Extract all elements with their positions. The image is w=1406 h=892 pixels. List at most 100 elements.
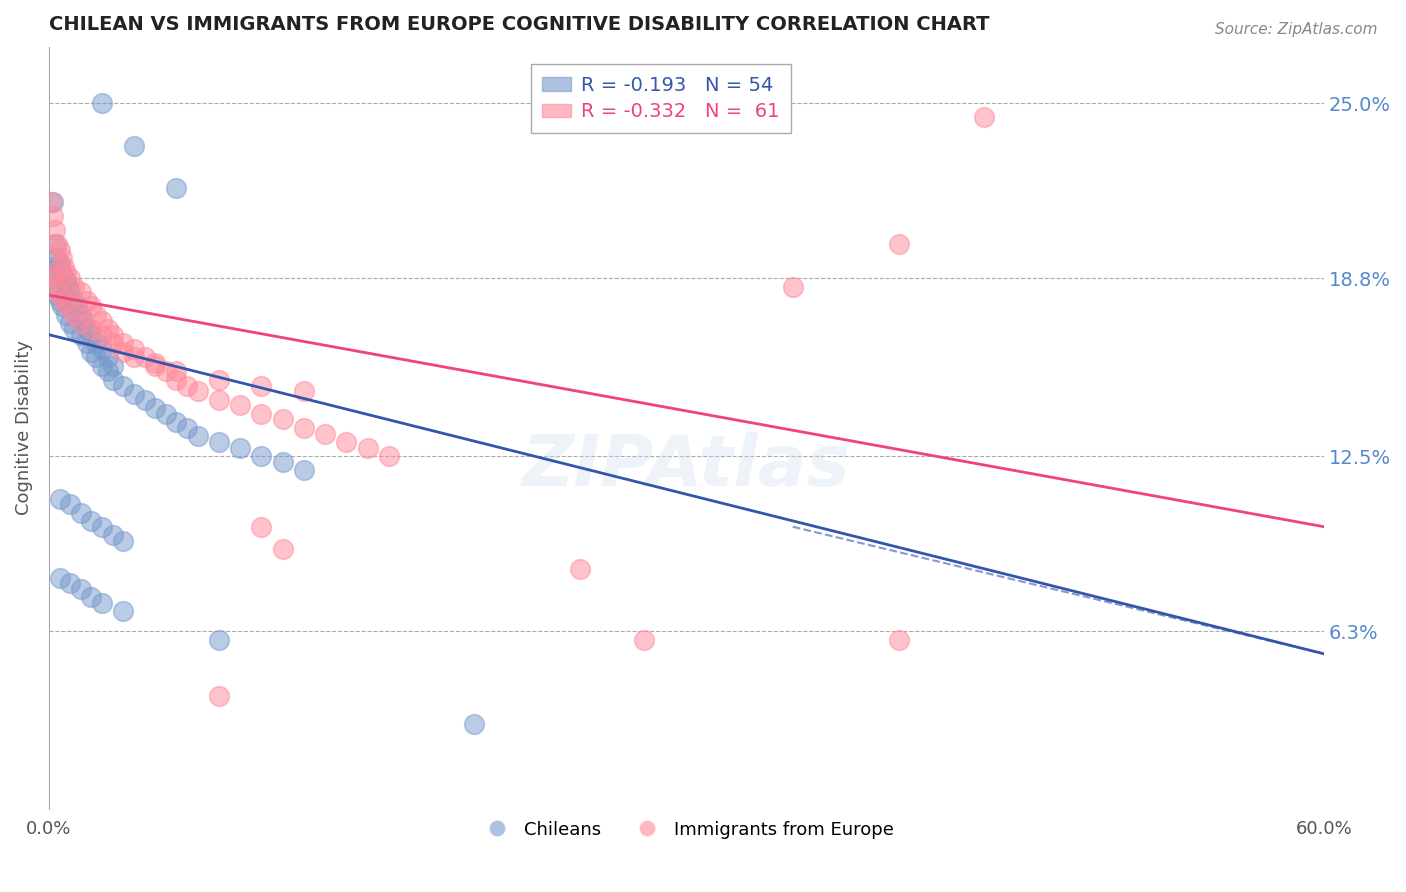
Point [51, 252, 73, 266]
Point [97, 364, 120, 378]
Y-axis label: Cognitive Disability: Cognitive Disability [15, 341, 32, 516]
Point [97, 351, 120, 365]
Point [63, 322, 86, 336]
Point [176, 421, 198, 435]
Point [187, 384, 209, 399]
Point [250, 378, 273, 392]
Point [44, 237, 66, 252]
Text: ZIPAtlas: ZIPAtlas [522, 432, 851, 500]
Point [46, 237, 69, 252]
Point [56, 300, 79, 314]
Point [80, 344, 103, 359]
Point [52, 271, 75, 285]
Point [91, 327, 114, 342]
Point [122, 351, 145, 365]
Point [91, 313, 114, 327]
Point [292, 463, 315, 477]
Point [70, 308, 93, 322]
Point [42, 194, 65, 209]
Point [91, 520, 114, 534]
Point [52, 260, 75, 274]
Point [250, 520, 273, 534]
Point [65, 300, 87, 314]
Point [76, 322, 98, 336]
Point [101, 359, 124, 373]
Point [55, 274, 77, 288]
Point [134, 392, 156, 407]
Point [208, 632, 231, 647]
Point [782, 279, 804, 293]
Point [250, 407, 273, 421]
Point [292, 421, 315, 435]
Point [155, 407, 177, 421]
Point [80, 514, 103, 528]
Point [229, 398, 252, 412]
Point [112, 604, 135, 618]
Point [63, 279, 86, 293]
Point [59, 317, 82, 331]
Point [84, 336, 107, 351]
Point [176, 378, 198, 392]
Point [44, 279, 66, 293]
Point [42, 209, 65, 223]
Point [166, 364, 188, 378]
Point [59, 271, 82, 285]
Point [70, 506, 93, 520]
Point [973, 110, 995, 124]
Point [675, 96, 697, 111]
Point [101, 528, 124, 542]
Point [357, 441, 380, 455]
Text: CHILEAN VS IMMIGRANTS FROM EUROPE COGNITIVE DISABILITY CORRELATION CHART: CHILEAN VS IMMIGRANTS FROM EUROPE COGNIT… [49, 15, 990, 34]
Point [59, 576, 82, 591]
Text: Source: ZipAtlas.com: Source: ZipAtlas.com [1215, 22, 1378, 37]
Point [48, 243, 70, 257]
Legend: Chileans, Immigrants from Europe: Chileans, Immigrants from Europe [472, 814, 901, 846]
Point [271, 412, 294, 426]
Point [463, 717, 485, 731]
Point [51, 266, 73, 280]
Point [271, 542, 294, 557]
Point [76, 336, 98, 351]
Point [59, 285, 82, 300]
Point [55, 308, 77, 322]
Point [101, 336, 124, 351]
Point [48, 257, 70, 271]
Point [48, 288, 70, 302]
Point [63, 308, 86, 322]
Point [112, 344, 135, 359]
Point [143, 401, 166, 416]
Point [250, 449, 273, 463]
Point [84, 351, 107, 365]
Point [70, 582, 93, 596]
Point [70, 327, 93, 342]
Point [208, 435, 231, 450]
Point [229, 441, 252, 455]
Point [76, 293, 98, 308]
Point [52, 293, 75, 308]
Point [91, 596, 114, 610]
Point [56, 279, 79, 293]
Point [39, 260, 62, 274]
Point [42, 271, 65, 285]
Point [292, 384, 315, 399]
Point [208, 373, 231, 387]
Point [48, 571, 70, 585]
Point [208, 392, 231, 407]
Point [91, 96, 114, 111]
Point [187, 429, 209, 443]
Point [46, 288, 69, 302]
Point [46, 252, 69, 266]
Point [101, 373, 124, 387]
Point [91, 359, 114, 373]
Point [633, 632, 655, 647]
Point [101, 327, 124, 342]
Point [84, 308, 107, 322]
Point [80, 300, 103, 314]
Point [208, 689, 231, 703]
Point [72, 313, 94, 327]
Point [44, 223, 66, 237]
Point [887, 237, 910, 252]
Point [271, 455, 294, 469]
Point [155, 364, 177, 378]
Point [44, 279, 66, 293]
